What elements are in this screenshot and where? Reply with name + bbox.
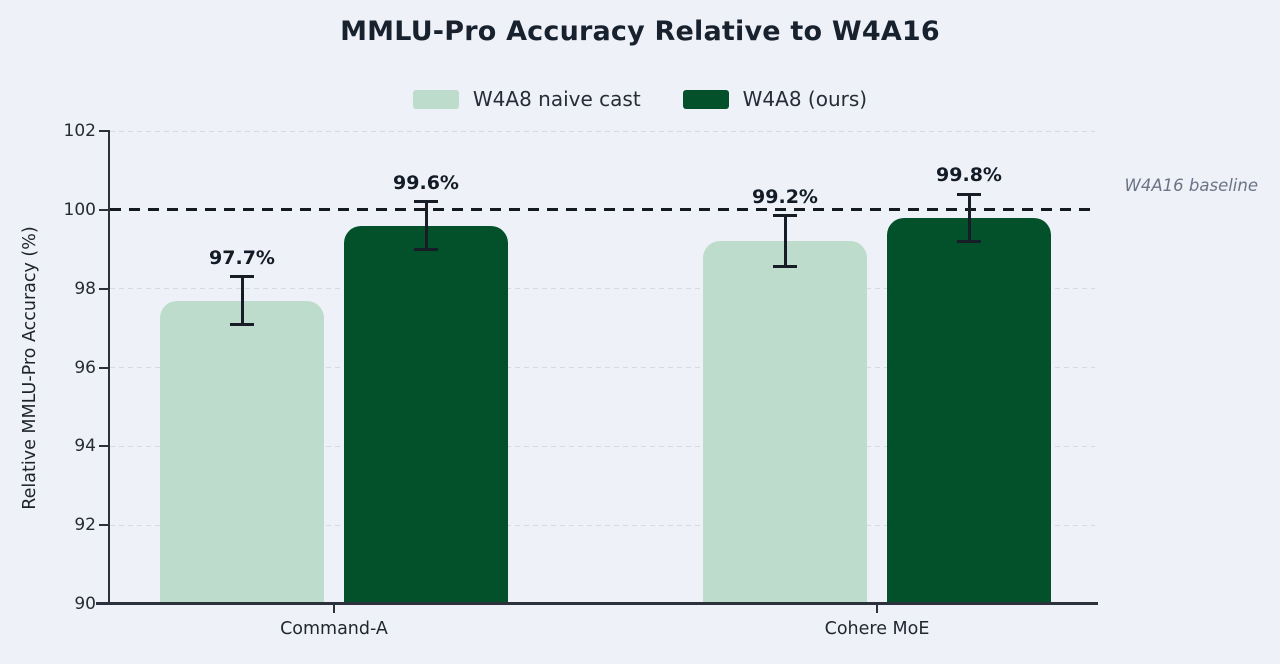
- y-tick-label: 102: [63, 121, 96, 141]
- y-tick-label: 96: [74, 357, 96, 378]
- legend-swatch-ours: [682, 89, 729, 109]
- legend-label-ours: W4A8 (ours): [742, 87, 868, 111]
- x-category-label-command-a: Command-A: [280, 619, 388, 639]
- chart-title: MMLU-Pro Accuracy Relative to W4A16: [340, 16, 940, 47]
- error-bar-cap-bottom: [414, 247, 438, 251]
- y-tick-mark: [99, 445, 110, 448]
- x-tick-mark: [333, 604, 335, 613]
- error-bar-cap-bottom: [773, 265, 797, 269]
- error-bar: [424, 201, 428, 250]
- error-bar-cap-top: [230, 275, 254, 279]
- baseline-annotation: W4A16 baseline: [1124, 176, 1258, 195]
- bar-value-label: 97.7%: [209, 246, 275, 269]
- y-tick-mark: [99, 524, 110, 527]
- y-tick-mark: [99, 366, 110, 369]
- legend-item-ours: W4A8 (ours): [682, 87, 868, 111]
- y-tick-mark: [99, 208, 110, 211]
- bar-value-label: 99.8%: [936, 164, 1002, 187]
- y-tick-label: 94: [74, 436, 96, 457]
- y-tick-label: 98: [74, 278, 96, 299]
- error-bar-cap-top: [414, 200, 438, 204]
- y-tick-label: 100: [63, 199, 96, 220]
- gridline: [110, 524, 1095, 526]
- gridline: [110, 288, 1095, 290]
- error-bar-cap-bottom: [957, 239, 981, 243]
- bar-naive-cast-command-a: [160, 300, 324, 604]
- legend: W4A8 naive cast W4A8 (ours): [0, 84, 1280, 114]
- bar-naive-cast-cohere-moe: [703, 241, 867, 604]
- legend-swatch-naive-cast: [412, 89, 459, 109]
- error-bar-cap-bottom: [230, 322, 254, 326]
- gridline: [110, 445, 1095, 447]
- x-axis-spine: [96, 602, 1098, 605]
- x-tick-mark: [876, 604, 878, 613]
- bar-ours-cohere-moe: [887, 217, 1051, 604]
- error-bar: [967, 194, 971, 242]
- y-tick-mark: [99, 287, 110, 290]
- plot-area: Command-A Cohere MoE 102 100 98 96 94 92 90 97.…: [64, 121, 1095, 639]
- error-bar-cap-top: [773, 214, 797, 218]
- error-bar: [783, 215, 787, 267]
- bar-value-label: 99.2%: [752, 185, 818, 208]
- y-tick-label: 92: [74, 515, 96, 536]
- gridline: [110, 130, 1095, 132]
- y-tick-mark: [99, 130, 110, 132]
- x-category-label-cohere-moe: Cohere MoE: [824, 619, 930, 639]
- y-axis-title: Relative MMLU-Pro Accuracy (%): [20, 226, 40, 510]
- error-bar: [240, 276, 244, 325]
- error-bar-cap-top: [957, 192, 981, 196]
- y-tick-label: 90: [74, 594, 96, 614]
- legend-item-naive-cast: W4A8 naive cast: [412, 87, 641, 111]
- gridline: [110, 367, 1095, 368]
- bar-ours-command-a: [344, 225, 508, 604]
- legend-label-naive-cast: W4A8 naive cast: [472, 87, 641, 111]
- baseline-dashed-line: [110, 208, 1095, 212]
- bar-value-label: 99.6%: [393, 171, 459, 194]
